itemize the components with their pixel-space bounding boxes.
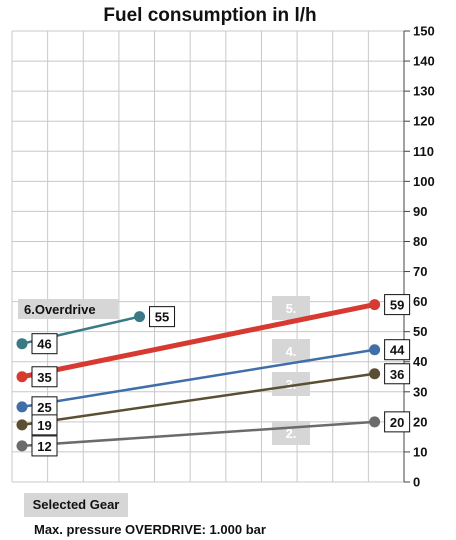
data-label-box xyxy=(31,435,58,457)
gear-label: 6.Overdrive xyxy=(24,302,96,317)
data-label: 25 xyxy=(37,400,51,415)
data-label-box xyxy=(384,339,411,361)
y-tick-label: 120 xyxy=(413,114,435,129)
data-label-box xyxy=(31,414,58,436)
gear-label: 2. xyxy=(286,426,297,441)
data-point xyxy=(369,344,381,356)
data-point xyxy=(16,371,28,383)
data-label: 20 xyxy=(390,415,404,430)
data-label-box xyxy=(384,363,411,385)
data-point xyxy=(369,416,381,428)
y-tick-label: 50 xyxy=(413,324,427,339)
gear-label: 5. xyxy=(286,301,297,316)
data-point xyxy=(16,440,28,452)
y-tick-label: 20 xyxy=(413,414,427,429)
chart-title: Fuel consumption in l/h xyxy=(103,5,317,26)
y-tick-label: 40 xyxy=(413,354,427,369)
data-label: 36 xyxy=(390,367,404,382)
pressure-note: Max. pressure OVERDRIVE: 1.000 bar xyxy=(34,522,266,537)
y-tick-label: 140 xyxy=(413,54,435,69)
gear-label-box xyxy=(272,296,310,320)
y-tick-label: 100 xyxy=(413,174,435,189)
y-tick-label: 10 xyxy=(413,444,427,459)
y-tick-label: 80 xyxy=(413,234,427,249)
y-tick-label: 70 xyxy=(413,264,427,279)
data-label-box xyxy=(149,306,176,328)
data-label: 19 xyxy=(37,418,51,433)
y-tick-label: 130 xyxy=(413,84,435,99)
gear-label-box xyxy=(272,339,310,363)
data-label: 12 xyxy=(37,439,51,454)
data-label-box xyxy=(31,366,58,388)
data-point xyxy=(369,299,381,311)
y-tick-label: 150 xyxy=(413,24,435,39)
data-label: 35 xyxy=(37,370,51,385)
y-tick-label: 60 xyxy=(413,294,427,309)
data-label-box xyxy=(384,411,411,433)
data-point xyxy=(369,368,381,380)
data-label: 44 xyxy=(390,343,405,358)
data-label: 59 xyxy=(390,298,404,313)
data-point xyxy=(134,311,146,323)
data-label-box xyxy=(384,294,411,316)
series-line xyxy=(20,372,376,427)
data-point xyxy=(16,419,28,431)
data-label: 46 xyxy=(37,337,51,352)
selected-gear-box[interactable]: Selected Gear xyxy=(24,493,128,517)
selected-gear-label: Selected Gear xyxy=(32,497,120,512)
y-tick-label: 110 xyxy=(413,144,434,159)
series-line xyxy=(20,420,376,448)
series-line xyxy=(20,348,376,409)
data-label: 55 xyxy=(155,310,169,325)
data-label-box xyxy=(31,333,58,355)
gear-label: 4. xyxy=(286,344,297,359)
y-tick-label: 30 xyxy=(413,384,427,399)
gear-label-box xyxy=(272,421,310,445)
y-tick-label: 90 xyxy=(413,204,427,219)
y-tick-label: 0 xyxy=(413,475,420,490)
series-line xyxy=(19,302,378,380)
data-point xyxy=(16,338,28,350)
data-point xyxy=(16,401,28,413)
gear-label-box xyxy=(18,299,118,319)
gear-label: 3. xyxy=(286,377,297,392)
